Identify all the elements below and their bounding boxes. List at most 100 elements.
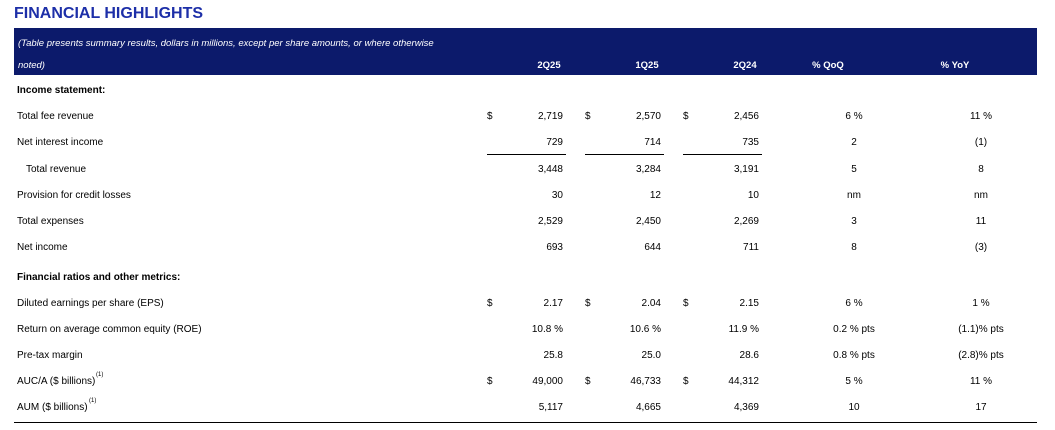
section-income-label: Income statement: (17, 85, 106, 96)
value-cell: 2,529 (537, 216, 563, 227)
value-cell: 25.8 (543, 350, 563, 361)
section-ratios-label: Financial ratios and other metrics: (17, 272, 181, 283)
table-row: Net income 693 644 711 8 (3) (14, 235, 1037, 261)
page-title: FINANCIAL HIGHLIGHTS (14, 5, 204, 22)
row-label: AUM ($ billions) (17, 402, 88, 413)
dollar-sign: $ (683, 111, 689, 122)
yoy-cell: 11 % (969, 111, 993, 122)
value-cell: 2.04 (641, 298, 661, 309)
col-2q25: 2Q25 (537, 60, 561, 71)
value-cell: 5,117 (538, 402, 563, 413)
value-cell: 11.9 % (728, 324, 759, 335)
value-cell: 10 (747, 190, 759, 201)
dollar-sign: $ (487, 298, 493, 309)
value-cell: 25.0 (641, 350, 661, 361)
value-cell: 4,369 (733, 402, 759, 413)
yoy-cell: nm (974, 190, 988, 201)
value-cell: 644 (644, 242, 661, 253)
table-bottom-rule (14, 422, 1037, 423)
row-label: Net income (17, 242, 68, 253)
value-cell: 711 (743, 242, 759, 253)
table-header: (Table presents summary results, dollars… (14, 28, 1037, 75)
qoq-cell: 0.8 % pts (833, 350, 875, 361)
value-cell: 714 (644, 137, 661, 148)
dollar-sign: $ (487, 111, 493, 122)
qoq-cell: 6 % (845, 298, 863, 309)
value-cell: 2,450 (635, 216, 661, 227)
footnote-marker: (1) (89, 398, 97, 404)
dollar-sign: $ (683, 298, 689, 309)
qoq-cell: nm (847, 190, 861, 201)
value-cell: 735 (742, 137, 759, 148)
qoq-cell: 5 (851, 164, 857, 175)
value-cell: 2,456 (733, 111, 759, 122)
value-cell: 4,665 (635, 402, 661, 413)
col-1q25: 1Q25 (635, 60, 659, 71)
yoy-cell: (1.1)% pts (958, 324, 1004, 335)
yoy-cell: (1) (974, 137, 988, 148)
row-label: Return on average common equity (ROE) (17, 324, 202, 335)
yoy-cell: 8 (978, 164, 984, 175)
yoy-cell: 17 (975, 402, 987, 413)
row-label: Total revenue (26, 164, 87, 175)
col-yoy: % YoY (940, 60, 970, 71)
row-label: Diluted earnings per share (EPS) (17, 298, 164, 309)
row-label: Total fee revenue (17, 111, 94, 122)
table-row: Total fee revenue $2,719 $2,570 $2,456 6 % 11… (14, 104, 1037, 130)
col-qoq: % QoQ (812, 60, 844, 71)
yoy-cell: (3) (974, 242, 988, 253)
header-note: (Table presents summary results, dollars… (18, 38, 434, 49)
qoq-cell: 6 % (845, 111, 863, 122)
qoq-cell: 0.2 % pts (833, 324, 875, 335)
value-cell: 10.6 % (629, 324, 661, 335)
table-row: AUC/A ($ billions) (1) $49,000 $46,733 $44,3… (14, 369, 1037, 395)
section-row: Income statement: (14, 78, 1037, 104)
table-row: Total expenses 2,529 2,450 2,269 3 11 (14, 209, 1037, 235)
yoy-cell: 1 % (972, 298, 990, 309)
row-label: Net interest income (17, 137, 104, 148)
yoy-cell: (2.8)% pts (958, 350, 1004, 361)
dollar-sign: $ (683, 376, 689, 387)
dollar-sign: $ (487, 376, 493, 387)
value-cell: 2,719 (537, 111, 563, 122)
qoq-cell: 2 (851, 137, 857, 148)
row-label: Provision for credit losses (17, 190, 131, 201)
yoy-cell: 11 % (969, 376, 993, 387)
row-label: Pre-tax margin (17, 350, 83, 361)
dollar-sign: $ (585, 298, 591, 309)
table-row: AUM ($ billions) (1) 5,117 4,665 4,369 10 17 (14, 395, 1037, 421)
table-row: Pre-tax margin 25.8 25.0 28.6 0.8 % pts (2.8)… (14, 343, 1037, 369)
row-label: Total expenses (17, 216, 84, 227)
subtotal-rule (585, 154, 664, 155)
value-cell: 3,448 (537, 164, 563, 175)
value-cell: 2.17 (543, 298, 563, 309)
value-cell: 28.6 (739, 350, 759, 361)
value-cell: 49,000 (532, 376, 563, 387)
qoq-cell: 10 (848, 402, 860, 413)
subtotal-rule (487, 154, 566, 155)
value-cell: 12 (649, 190, 661, 201)
table-row: Total revenue 3,448 3,284 3,191 5 8 (14, 157, 1037, 183)
footnote-marker: (1) (96, 372, 104, 378)
table-row: Provision for credit losses 30 12 10 nm nm (14, 183, 1037, 209)
dollar-sign: $ (585, 376, 591, 387)
subtotal-rule (683, 154, 762, 155)
row-label: AUC/A ($ billions) (17, 376, 96, 387)
value-cell: 729 (546, 137, 563, 148)
value-cell: 693 (546, 242, 563, 253)
header-note-cont: noted) (18, 60, 45, 71)
section-row: Financial ratios and other metrics: (14, 265, 1037, 291)
value-cell: 46,733 (630, 376, 661, 387)
value-cell: 10.8 % (531, 324, 563, 335)
col-2q24: 2Q24 (733, 60, 757, 71)
value-cell: 2.15 (739, 298, 759, 309)
qoq-cell: 5 % (845, 376, 863, 387)
value-cell: 3,284 (635, 164, 661, 175)
table-row: Net interest income 729 714 735 2 (1) (14, 130, 1037, 156)
qoq-cell: 3 (851, 216, 857, 227)
value-cell: 3,191 (733, 164, 759, 175)
table-row: Diluted earnings per share (EPS) $2.17 $2.… (14, 291, 1037, 317)
yoy-cell: 11 (975, 216, 987, 227)
qoq-cell: 8 (851, 242, 857, 253)
dollar-sign: $ (585, 111, 591, 122)
